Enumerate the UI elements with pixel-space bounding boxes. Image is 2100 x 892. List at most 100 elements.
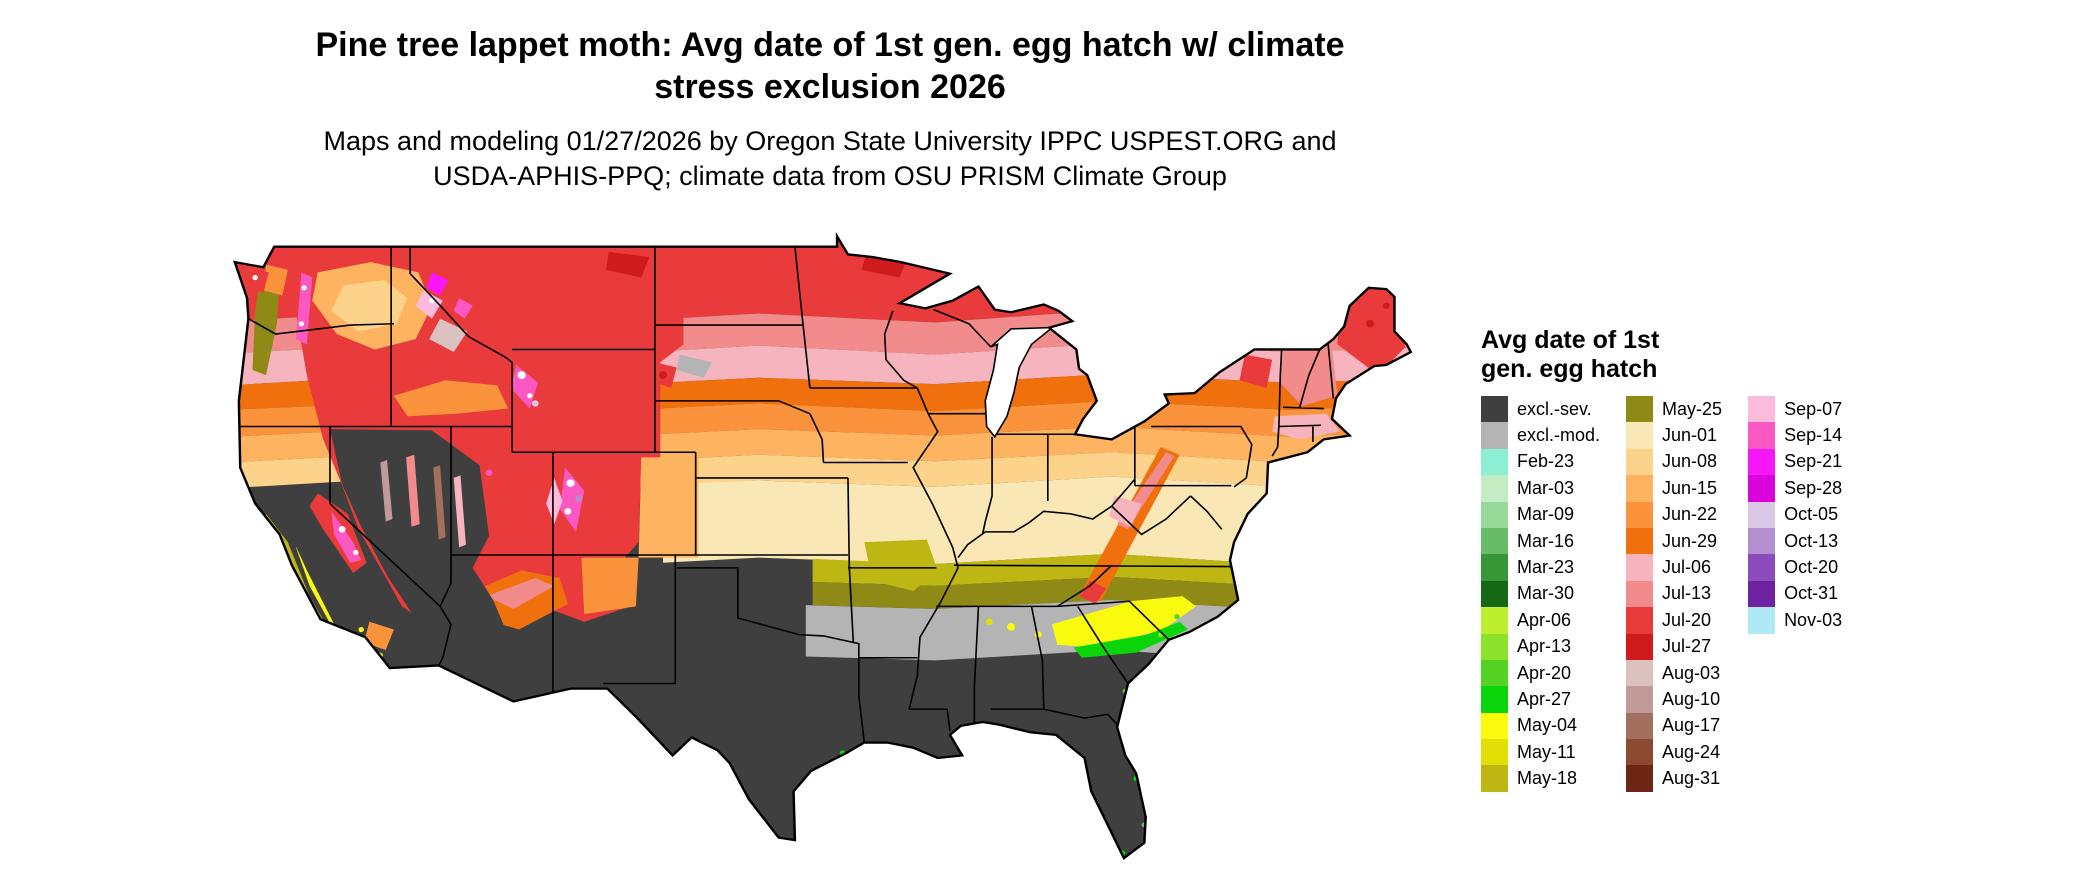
legend-entry-oct13: Oct-13 xyxy=(1748,527,1842,555)
legend-entry-may25: May-25 xyxy=(1626,396,1723,423)
legend-label-nov03: Nov-03 xyxy=(1784,609,1843,630)
legend-label-may25: May-25 xyxy=(1662,398,1723,419)
speckle-peak xyxy=(353,549,359,555)
legend-swatch-sep14 xyxy=(1748,422,1776,449)
legend-swatch-aug24 xyxy=(1626,739,1654,766)
speckle-peak xyxy=(566,479,575,487)
legend-label-sep14: Sep-14 xyxy=(1784,425,1843,446)
legend-column-3: Sep-07 Sep-14 Sep-21 Sep-28 Oct-05 Oct-13 Oct-… xyxy=(1748,396,1842,792)
speckle-may04 xyxy=(1007,623,1016,631)
legend-label-apr13: Apr-13 xyxy=(1517,636,1572,657)
legend-label-oct13: Oct-13 xyxy=(1784,530,1839,551)
overlay-adirondacks xyxy=(1239,354,1273,388)
map-legend: Avg date of 1st gen. egg hatch excl.-sev… xyxy=(1481,326,1868,792)
overlay-nv-range-4 xyxy=(453,475,466,548)
legend-label-aug03: Aug-03 xyxy=(1662,662,1721,683)
legend-swatch-excl_sev xyxy=(1481,396,1508,423)
legend-entry-excl_mod: excl.-mod. xyxy=(1481,422,1601,449)
legend-swatch-mar16 xyxy=(1481,527,1508,555)
overlay-co-rockies-pink xyxy=(546,477,563,525)
legend-entry-sep28: Sep-28 xyxy=(1748,475,1843,502)
legend-entry-apr27: Apr-27 xyxy=(1481,686,1600,713)
us-outline xyxy=(233,232,1413,860)
legend-swatch-jul27 xyxy=(1626,633,1654,660)
legend-entry-sep14: Sep-14 xyxy=(1748,422,1843,449)
us-map xyxy=(228,221,1438,889)
speckle-oct13 xyxy=(575,495,583,502)
legend-title-line-2: gen. egg hatch xyxy=(1481,355,1658,383)
legend-entry-apr06: Apr-06 xyxy=(1481,607,1600,634)
legend-entry-mar09: Mar-09 xyxy=(1481,501,1600,528)
legend-label-feb23: Feb-23 xyxy=(1517,451,1575,472)
overlay-cascades-crest xyxy=(295,272,313,345)
subtitle-line-1: Maps and modeling 01/27/2026 by Oregon S… xyxy=(323,126,1337,156)
overlay-sierra-crest xyxy=(331,511,362,563)
legend-swatch-sep28 xyxy=(1748,475,1776,502)
legend-swatch-sep07 xyxy=(1748,396,1776,423)
legend-swatch-may11 xyxy=(1481,739,1508,766)
legend-swatch-jun15 xyxy=(1626,475,1654,502)
overlay-willamette xyxy=(252,274,280,376)
legend-swatch-jun01 xyxy=(1626,422,1654,449)
overlay-great-basin xyxy=(329,429,525,702)
legend-title-line-1: Avg date of 1st xyxy=(1481,326,1660,354)
legend-entry-aug31: Aug-31 xyxy=(1626,765,1722,792)
legend-swatch-apr13 xyxy=(1481,633,1508,660)
legend-swatch-may18 xyxy=(1481,765,1508,792)
legend-swatch-jun29 xyxy=(1626,527,1654,555)
legend-swatch-mar09 xyxy=(1481,501,1508,528)
legend-label-jul13: Jul-13 xyxy=(1662,583,1712,604)
speckle-apr20 xyxy=(1174,614,1180,620)
legend-swatch-excl_mod xyxy=(1481,422,1508,449)
legend-label-oct05: Oct-05 xyxy=(1784,504,1839,525)
legend-label-may18: May-18 xyxy=(1517,768,1578,789)
legend-swatch-apr20 xyxy=(1481,659,1508,687)
legend-entry-mar23: Mar-23 xyxy=(1481,554,1600,581)
legend-entry-jun29: Jun-29 xyxy=(1626,527,1722,555)
legend-entry-aug24: Aug-24 xyxy=(1626,739,1722,766)
legend-swatch-may04 xyxy=(1481,712,1508,740)
legend-swatch-jun08 xyxy=(1626,448,1654,476)
legend-entry-sep21: Sep-21 xyxy=(1748,448,1842,476)
state-borders xyxy=(240,246,1335,743)
legend-entry-jun08: Jun-08 xyxy=(1626,448,1722,476)
legend-column-2: May-25 Jun-01 Jun-08 Jun-15 Jun-22 Jun-29 Jul-… xyxy=(1626,396,1722,792)
page-subtitle: Maps and modeling 01/27/2026 by Oregon S… xyxy=(0,124,1660,194)
legend-label-mar16: Mar-16 xyxy=(1517,530,1575,551)
overlay-snake-plain xyxy=(393,380,509,417)
legend-label-jul27: Jul-27 xyxy=(1662,636,1712,657)
legend-swatch-oct05 xyxy=(1748,501,1776,528)
legend-entry-jun22: Jun-22 xyxy=(1626,501,1722,528)
overlay-mogollon-crest xyxy=(486,578,555,609)
legend-label-mar23: Mar-23 xyxy=(1517,557,1575,578)
overlay-socal-mtns xyxy=(363,621,394,651)
speckle-may11 xyxy=(985,618,993,626)
overlay-nv-range-3 xyxy=(433,465,446,540)
legend-entry-apr20: Apr-20 xyxy=(1481,659,1600,687)
legend-entry-jun15: Jun-15 xyxy=(1626,475,1722,502)
legend-label-may11: May-11 xyxy=(1517,741,1576,762)
legend-label-excl_mod: excl.-mod. xyxy=(1517,425,1601,446)
overlay-new-mexico xyxy=(581,557,639,615)
map-fill-layers xyxy=(234,236,1411,859)
legend-swatch-apr27 xyxy=(1481,686,1508,713)
legend-label-sep28: Sep-28 xyxy=(1784,477,1843,498)
legend-swatch-oct31 xyxy=(1748,580,1776,608)
overlay-nv-range-2 xyxy=(406,454,420,527)
legend-label-sep07: Sep-07 xyxy=(1784,398,1843,419)
legend-entry-oct31: Oct-31 xyxy=(1748,580,1842,608)
overlay-central-valley xyxy=(290,519,354,630)
legend-label-jul06: Jul-06 xyxy=(1662,557,1712,578)
legend-label-jun08: Jun-08 xyxy=(1662,451,1718,472)
speckle-sep14 xyxy=(485,469,493,476)
overlay-badlands xyxy=(676,354,712,378)
legend-entry-feb23: Feb-23 xyxy=(1481,448,1600,476)
legend-entry-oct05: Oct-05 xyxy=(1748,501,1842,528)
legend-entry-jul20: Jul-20 xyxy=(1626,607,1722,634)
speckle-oct05 xyxy=(531,400,539,407)
legend-label-may04: May-04 xyxy=(1517,715,1578,736)
legend-label-oct31: Oct-31 xyxy=(1784,583,1839,604)
legend-swatch-jul13 xyxy=(1626,580,1654,608)
legend-swatch-apr06 xyxy=(1481,607,1508,634)
